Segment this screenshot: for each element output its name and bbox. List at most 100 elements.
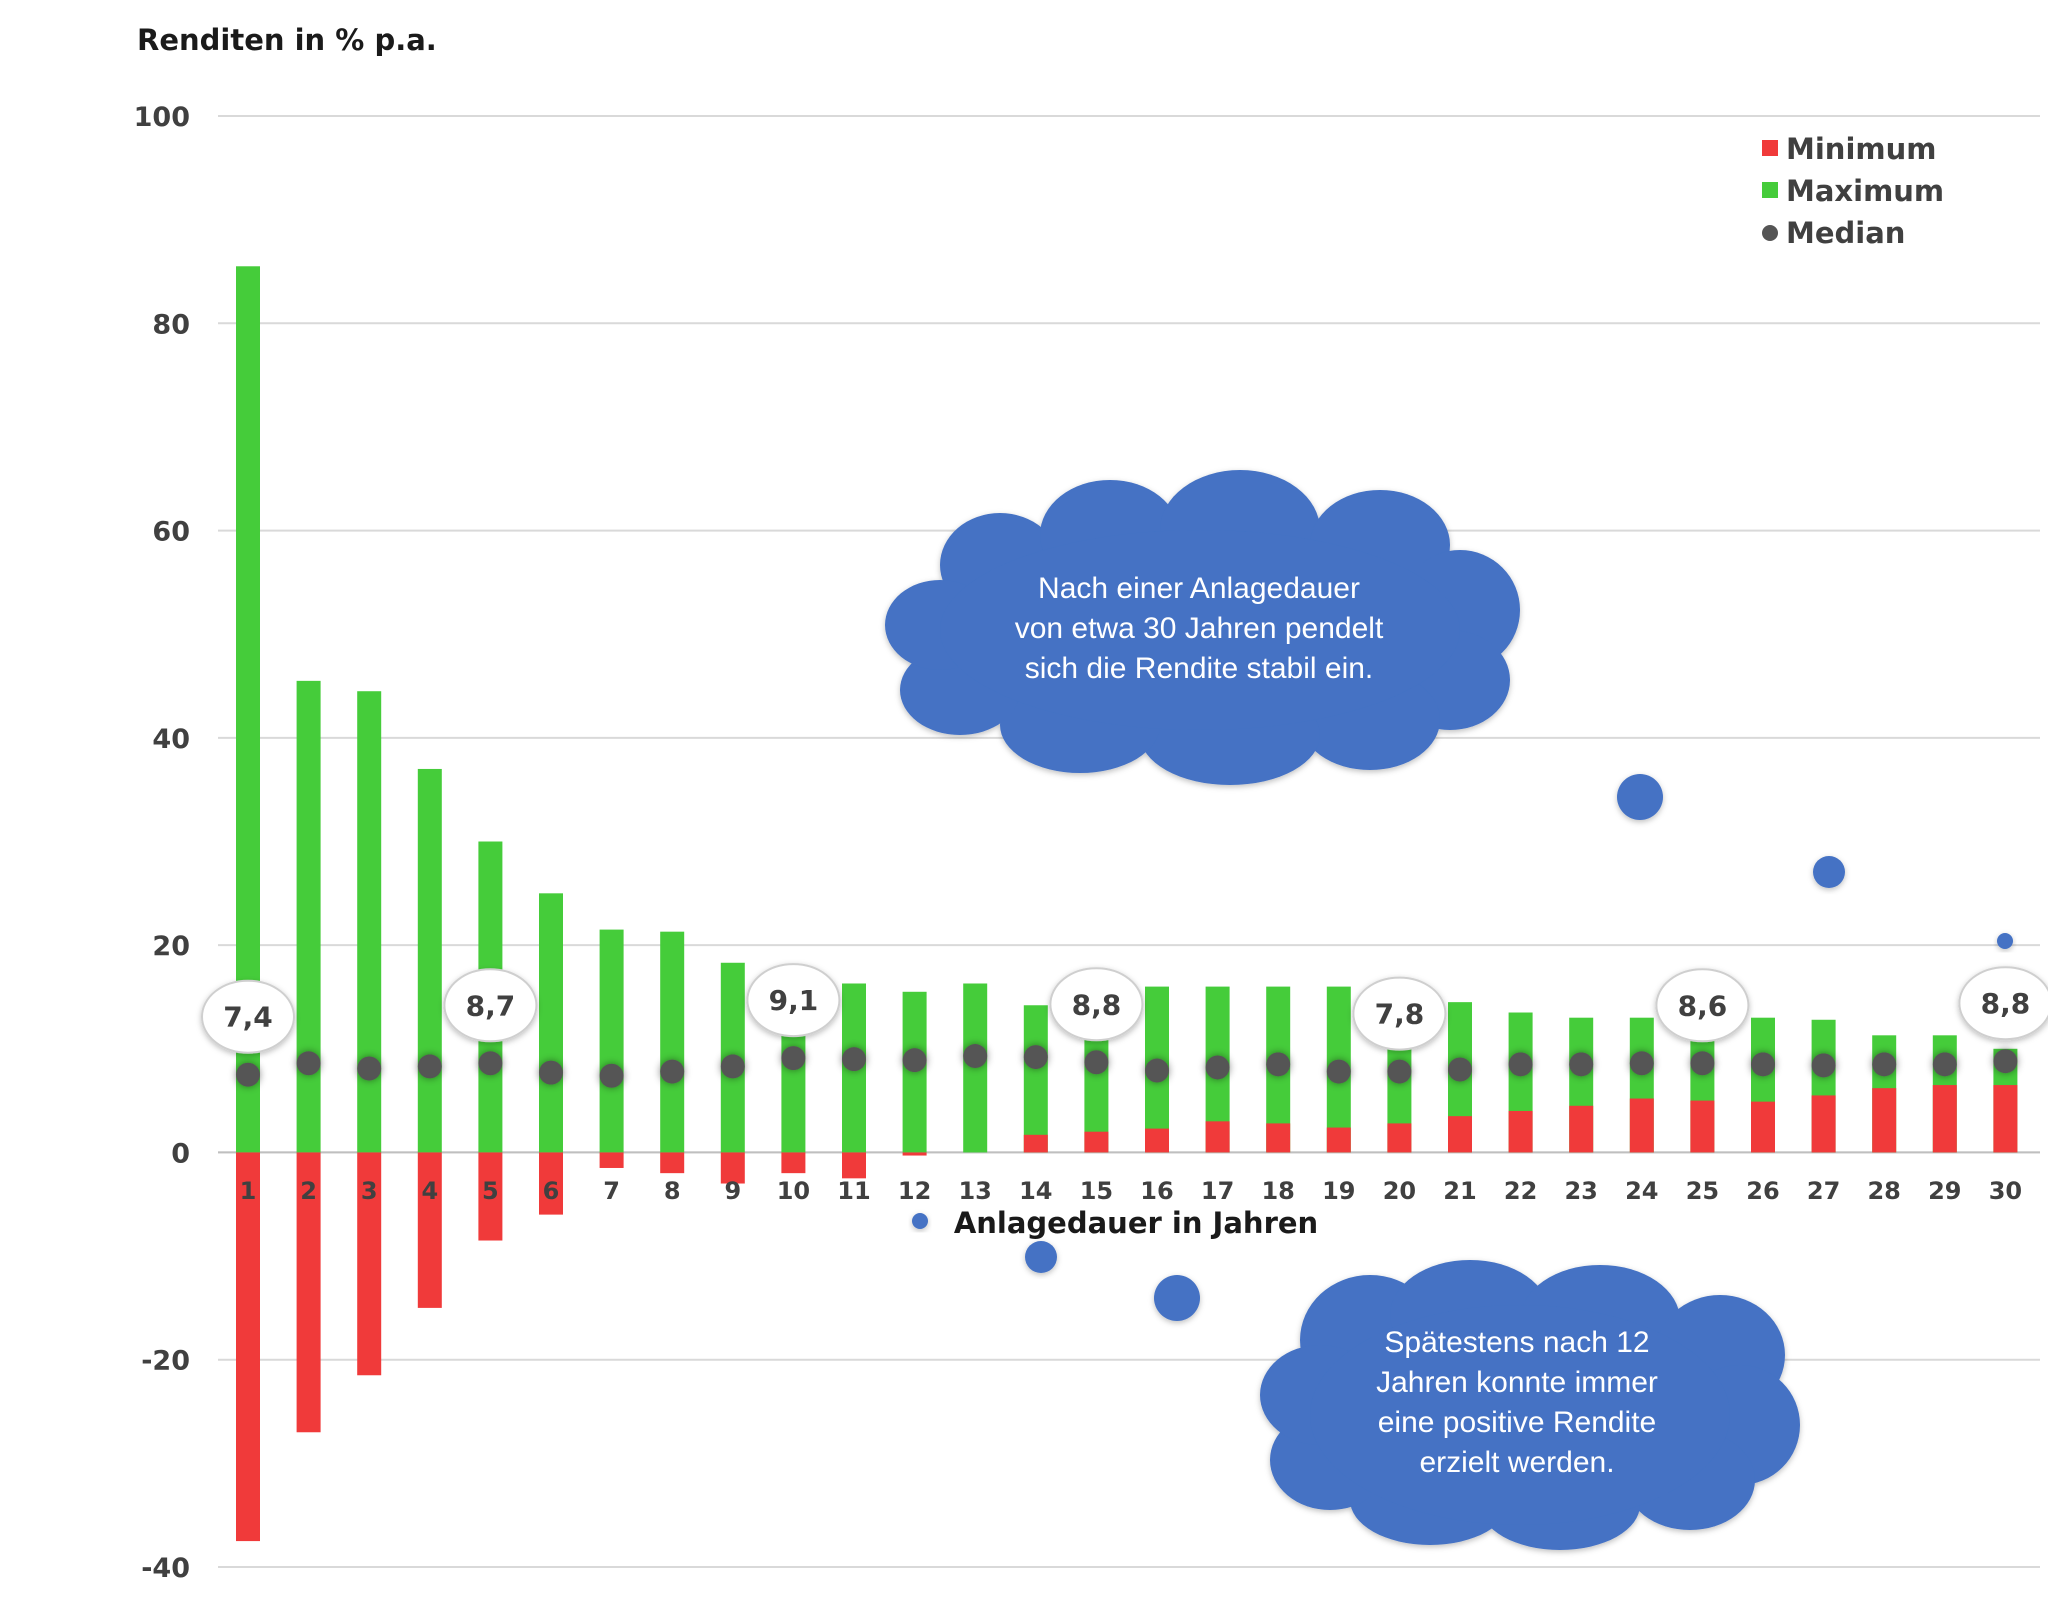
decorative-bubbles bbox=[912, 774, 2013, 1321]
x-tick-label: 26 bbox=[1746, 1177, 1779, 1205]
x-tick-label: 2 bbox=[300, 1177, 317, 1205]
gridlines bbox=[218, 115, 2040, 1568]
bar-minimum bbox=[1448, 1116, 1472, 1153]
callout-top-line-2: von etwa 30 Jahren pendelt bbox=[1015, 612, 1384, 645]
x-tick-label: 16 bbox=[1140, 1177, 1173, 1205]
median-label-bubble bbox=[1352, 976, 1447, 1051]
x-axis-label: Anlagedauer in Jahren bbox=[954, 1206, 1318, 1240]
x-tick-label: 1 bbox=[240, 1177, 257, 1205]
x-tick-label: 8 bbox=[664, 1177, 681, 1205]
x-axis-ticks: 1 2 3 4 5 6 7 8 9 10 11 12 13 14 15 16 17 18 19 20 21 22 23 24 2… bbox=[240, 1177, 2022, 1205]
bar-minimum bbox=[1205, 1121, 1230, 1153]
median-point bbox=[1448, 1057, 1472, 1082]
median-point bbox=[1932, 1052, 1957, 1077]
median-label-text: 8,8 bbox=[1072, 988, 1122, 1021]
callout-bottom-line-3: eine positive Rendite bbox=[1378, 1406, 1657, 1439]
median-point bbox=[539, 1060, 563, 1085]
median-label-bubble bbox=[1958, 966, 2048, 1041]
x-tick-label: 29 bbox=[1928, 1177, 1961, 1205]
bar-maximum bbox=[539, 893, 563, 1153]
legend-label-median: Median bbox=[1786, 216, 1905, 250]
x-tick-label: 5 bbox=[482, 1177, 499, 1205]
median-label-bubble bbox=[1655, 968, 1750, 1043]
bar-minimum bbox=[1872, 1088, 1897, 1153]
x-tick-label: 12 bbox=[898, 1177, 931, 1205]
bar-minimum bbox=[1387, 1123, 1412, 1153]
x-tick-label: 18 bbox=[1261, 1177, 1294, 1205]
x-tick-label: 30 bbox=[1989, 1177, 2022, 1205]
median-point bbox=[1690, 1051, 1715, 1076]
median-point bbox=[720, 1054, 745, 1079]
y-tick-label: 0 bbox=[171, 1138, 190, 1169]
median-point bbox=[1508, 1052, 1533, 1077]
median-label-text: 7,4 bbox=[223, 1001, 273, 1034]
median-label-text: 9,1 bbox=[769, 984, 819, 1017]
x-tick-label: 20 bbox=[1383, 1177, 1416, 1205]
legend-swatch-median bbox=[1762, 225, 1778, 241]
x-tick-label: 11 bbox=[837, 1177, 870, 1205]
x-tick-label: 9 bbox=[724, 1177, 741, 1205]
bubble bbox=[1997, 933, 2013, 949]
callout-bottom-line-2: Jahren konnte immer bbox=[1376, 1366, 1658, 1399]
bar-minimum bbox=[842, 1152, 866, 1179]
median-point bbox=[1205, 1055, 1230, 1080]
median-point bbox=[1387, 1059, 1412, 1084]
bar-minimum bbox=[781, 1152, 806, 1174]
bar-minimum bbox=[1266, 1123, 1291, 1153]
y-tick-label: 100 bbox=[134, 102, 190, 133]
y-tick-label: 20 bbox=[152, 931, 190, 962]
median-point bbox=[296, 1051, 321, 1076]
x-tick-label: 28 bbox=[1867, 1177, 1900, 1205]
y-tick-label: 60 bbox=[152, 517, 190, 548]
x-tick-label: 15 bbox=[1080, 1177, 1113, 1205]
median-point bbox=[1993, 1049, 2018, 1074]
bar-minimum bbox=[478, 1152, 503, 1241]
callout-cloud-bottom: Spätestens nach 12 Jahren konnte immer e… bbox=[1260, 1260, 1800, 1550]
x-tick-label: 22 bbox=[1504, 1177, 1537, 1205]
bar-minimum bbox=[1023, 1134, 1048, 1153]
x-tick-label: 24 bbox=[1625, 1177, 1658, 1205]
x-tick-label: 25 bbox=[1686, 1177, 1719, 1205]
bar-minimum bbox=[417, 1152, 442, 1308]
y-tick-label: 40 bbox=[152, 724, 190, 755]
callout-bottom-line-4: erzielt werden. bbox=[1419, 1446, 1614, 1479]
median-point bbox=[1629, 1051, 1654, 1076]
bar-minimum bbox=[296, 1152, 321, 1433]
x-tick-label: 6 bbox=[543, 1177, 560, 1205]
bar-minimum bbox=[1326, 1127, 1351, 1153]
x-tick-label: 14 bbox=[1019, 1177, 1052, 1205]
bar-minimum bbox=[357, 1152, 382, 1376]
median-point bbox=[660, 1059, 685, 1084]
median-label-bubble bbox=[443, 968, 538, 1043]
bar-minimum bbox=[1690, 1100, 1715, 1153]
median-point bbox=[236, 1062, 260, 1087]
median-point bbox=[1266, 1052, 1291, 1077]
median-points bbox=[236, 1044, 2018, 1088]
x-tick-label: 3 bbox=[361, 1177, 378, 1205]
x-tick-label: 7 bbox=[603, 1177, 620, 1205]
legend-label-minimum: Minimum bbox=[1786, 132, 1936, 166]
bar-minimum bbox=[1569, 1105, 1594, 1153]
bar-maximum bbox=[660, 931, 685, 1153]
bubble bbox=[912, 1213, 928, 1229]
median-point bbox=[1569, 1052, 1594, 1077]
bar-minimum bbox=[539, 1152, 563, 1215]
median-point bbox=[417, 1054, 442, 1079]
bar-minimum bbox=[1993, 1085, 2018, 1153]
median-point bbox=[1811, 1053, 1836, 1078]
legend-swatch-minimum bbox=[1762, 140, 1778, 156]
bar-minimum bbox=[236, 1152, 260, 1542]
median-point bbox=[1023, 1045, 1048, 1070]
legend: Minimum Maximum Median bbox=[1762, 132, 1944, 250]
x-tick-label: 19 bbox=[1322, 1177, 1355, 1205]
x-tick-label: 10 bbox=[777, 1177, 810, 1205]
bar-minimum bbox=[720, 1152, 745, 1184]
bar-minimum bbox=[1811, 1095, 1836, 1153]
callout-top-line-1: Nach einer Anlagedauer bbox=[1038, 572, 1360, 605]
bubble bbox=[1154, 1275, 1200, 1321]
bar-maximum bbox=[417, 768, 442, 1153]
median-point bbox=[902, 1048, 927, 1073]
median-point bbox=[1084, 1050, 1109, 1075]
median-label-text: 7,8 bbox=[1375, 998, 1425, 1031]
x-tick-label: 23 bbox=[1564, 1177, 1597, 1205]
